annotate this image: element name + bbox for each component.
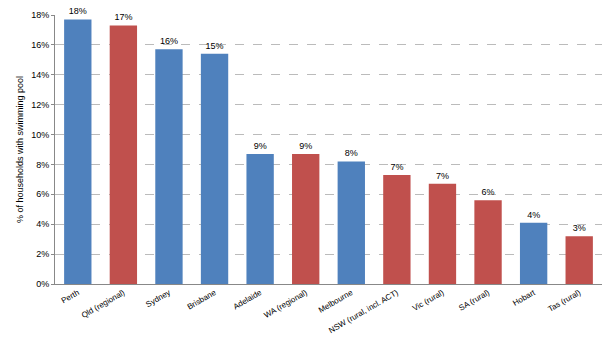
svg-text:0%: 0% (36, 279, 49, 289)
svg-text:Hobart: Hobart (511, 288, 537, 308)
svg-text:Qld (regional): Qld (regional) (80, 288, 127, 320)
svg-text:Perth: Perth (60, 288, 81, 305)
svg-text:4%: 4% (527, 210, 540, 220)
svg-text:2%: 2% (36, 249, 49, 259)
svg-text:18%: 18% (69, 6, 87, 16)
svg-text:16%: 16% (31, 40, 49, 50)
svg-text:10%: 10% (31, 130, 49, 140)
svg-text:15%: 15% (206, 41, 224, 51)
svg-text:Tas (rural): Tas (rural) (547, 288, 583, 314)
svg-text:Vic (rural): Vic (rural) (411, 288, 446, 313)
svg-text:Adelaide: Adelaide (232, 288, 264, 312)
svg-text:6%: 6% (482, 187, 495, 197)
svg-text:Melbourne: Melbourne (317, 288, 355, 315)
svg-text:14%: 14% (31, 70, 49, 80)
svg-text:Sydney: Sydney (144, 288, 172, 309)
svg-text:6%: 6% (36, 189, 49, 199)
svg-text:WA (regional): WA (regional) (262, 288, 309, 320)
svg-text:NSW (rural, incl. ACT): NSW (rural, incl. ACT) (327, 288, 400, 335)
svg-text:7%: 7% (390, 162, 403, 172)
svg-text:8%: 8% (36, 160, 49, 170)
svg-text:4%: 4% (36, 219, 49, 229)
svg-text:16%: 16% (160, 36, 178, 46)
svg-text:% of households with swimming: % of households with swimming pool (15, 76, 25, 223)
svg-text:12%: 12% (31, 100, 49, 110)
svg-text:8%: 8% (345, 148, 358, 158)
svg-text:9%: 9% (299, 141, 312, 151)
svg-text:SA (rural): SA (rural) (457, 288, 491, 313)
svg-text:18%: 18% (31, 10, 49, 20)
svg-text:Brisbane: Brisbane (186, 288, 218, 312)
svg-text:3%: 3% (573, 223, 586, 233)
svg-text:17%: 17% (114, 12, 132, 22)
svg-text:7%: 7% (436, 171, 449, 181)
svg-text:9%: 9% (254, 141, 267, 151)
